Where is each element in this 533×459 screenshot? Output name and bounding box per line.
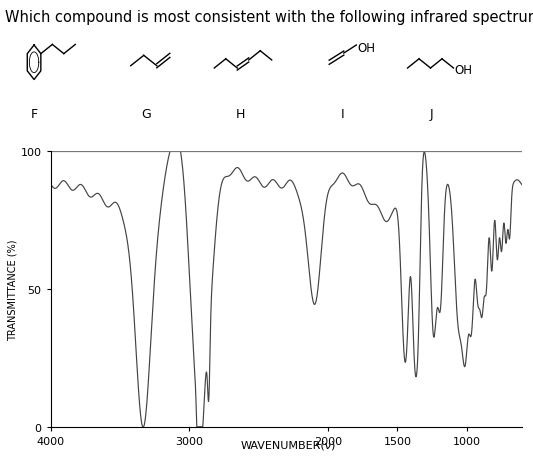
Text: OH: OH (455, 63, 473, 77)
Text: G: G (141, 107, 151, 120)
Text: J: J (429, 107, 433, 120)
Text: WAVENUMBER(ν): WAVENUMBER(ν) (240, 440, 335, 450)
Text: OH: OH (358, 42, 375, 55)
Text: I: I (341, 107, 344, 120)
Y-axis label: TRANSMITTANCE (%): TRANSMITTANCE (%) (8, 239, 18, 340)
Text: H: H (236, 107, 245, 120)
Text: Which compound is most consistent with the following infrared spectrum?: Which compound is most consistent with t… (5, 10, 533, 25)
Text: F: F (30, 107, 38, 120)
